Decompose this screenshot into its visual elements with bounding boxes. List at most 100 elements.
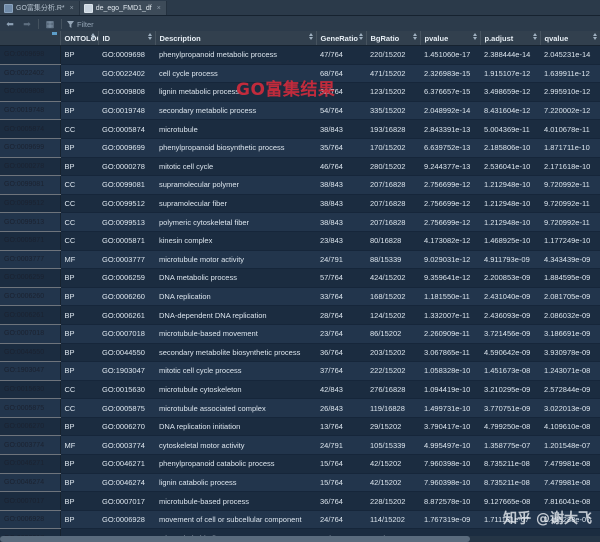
cell-bgratio: 80/16828 [366,231,420,251]
column-header-pvalue[interactable]: pvalue [420,31,481,46]
column-header-id[interactable]: ID [98,31,156,46]
table-row[interactable]: GO:0022402 BP GO:0022402 cell cycle process… [0,64,600,84]
sort-arrows-icon[interactable] [147,33,152,40]
cell-pvalue: 6.376657e-15 [420,82,480,102]
table-row[interactable]: GO:0015630 CC GO:0015630 microtubule cytosk… [0,380,600,400]
row-name-cell: GO:0005875 [0,398,61,418]
tab-de-ego-fmd1-df[interactable]: de_ego_FMD1_df × [79,1,167,15]
column-header-label: p.adjust [484,33,514,43]
sort-arrows-icon[interactable] [592,33,597,40]
table-row[interactable]: GO:0006261 BP GO:0006261 DNA-dependent DNA … [0,305,600,325]
close-icon[interactable]: × [69,4,74,12]
cell-generatio: 46/764 [316,157,366,177]
filter-label: Filter [77,19,94,29]
arrow-left-icon[interactable]: ⬅ [6,18,14,29]
table-row[interactable]: GO:0046271 BP GO:0046271 phenylpropanoid ca… [0,454,600,474]
cell-ontology: CC [60,398,98,418]
cell-pvalue: 7.960398e-10 [420,454,480,474]
close-icon[interactable]: × [156,4,161,12]
column-header-generatio[interactable]: GeneRatio [316,31,367,46]
row-name-cell: GO:0005871 [0,231,61,251]
column-header-rownames[interactable] [0,31,61,46]
cell-qvalue: 1.871711e-10 [540,138,600,158]
cell-ontology: BP [60,287,98,307]
table-row[interactable]: GO:0005871 CC GO:0005871 kinesin complex 23/… [0,231,600,251]
toolbar-separator [61,19,62,29]
horizontal-scrollbar[interactable] [0,536,600,542]
column-header-description[interactable]: Description [155,31,317,46]
table-row[interactable]: GO:0009699 BP GO:0009699 phenylpropanoid bi… [0,138,600,158]
arrow-right-icon[interactable]: ➡ [23,18,31,29]
column-resize-handle[interactable] [51,32,57,35]
row-name-cell: GO:0022402 [0,64,61,84]
table-export-icon[interactable]: ▦ [45,18,55,29]
cell-generatio: 13/764 [316,417,366,437]
cell-pvalue: 1.499731e-10 [420,398,480,418]
sort-arrows-icon[interactable] [358,33,363,40]
cell-id: GO:0044550 [98,343,155,363]
cell-id: GO:0008017 [98,528,155,536]
cell-pvalue: 2.326983e-15 [420,64,480,84]
table-row[interactable]: GO:0005875 CC GO:0005875 microtubule associ… [0,398,600,418]
table-row[interactable]: GO:0006259 BP GO:0006259 DNA metabolic proc… [0,268,600,288]
cell-bgratio: 86/15202 [366,324,420,344]
sort-arrows-icon[interactable] [308,33,313,40]
cell-description: supramolecular polymer [155,175,316,195]
cell-qvalue: 1.639911e-12 [540,64,600,84]
cell-ontology: BP [60,454,98,474]
cell-pvalue: 2.756699e-12 [420,194,480,214]
data-table-scroll-region[interactable]: ONTOLOGY ID Description GeneRatio BgRatio pva… [0,31,600,536]
filter-button[interactable]: Filter [67,20,94,29]
sort-arrows-icon[interactable] [412,33,417,40]
sort-arrows-icon[interactable] [472,33,477,40]
table-row[interactable]: GO:0005874 CC GO:0005874 microtubule 38/843 1… [0,119,600,139]
table-row[interactable]: GO:0019748 BP GO:0019748 secondary metaboli… [0,101,600,121]
cell-description: microtubule associated complex [155,398,316,418]
table-row[interactable]: GO:0099081 CC GO:0099081 supramolecular pol… [0,175,600,195]
table-row[interactable]: GO:0006270 BP GO:0006270 DNA replication in… [0,417,600,437]
table-row[interactable]: GO:0003774 MF GO:0003774 cytoskeletal motor… [0,435,600,456]
table-row[interactable]: GO:0009808 BP GO:0009808 lignin metabolic p… [0,82,600,102]
sort-arrows-icon[interactable] [90,33,95,40]
row-name-cell: GO:0003774 [0,435,61,456]
table-row[interactable]: GO:0007018 BP GO:0007018 microtubule-based … [0,324,600,344]
cell-bgratio: 471/15202 [366,64,420,84]
cell-generatio: 68/764 [316,64,366,84]
table-row[interactable]: GO:1903047 BP GO:1903047 mitotic cell cycle… [0,361,600,381]
cell-bgratio: 222/15202 [366,361,420,381]
cell-pvalue: 9.244377e-13 [420,157,480,177]
cell-ontology: CC [60,231,98,251]
tab-go-script[interactable]: GO富集分析.R* × [0,1,80,15]
cell-ontology: BP [60,361,98,381]
cell-p-adjust: 3.770751e-09 [480,398,540,418]
column-header-ontology[interactable]: ONTOLOGY [60,31,99,46]
cell-bgratio: 207/16828 [366,175,420,195]
cell-qvalue: 2.086032e-09 [540,305,600,325]
table-row[interactable]: GO:0099512 CC GO:0099512 supramolecular fib… [0,194,600,214]
cell-bgratio: 119/16828 [366,398,420,418]
cell-generatio: 38/843 [316,175,366,195]
table-row[interactable]: GO:0006928 BP GO:0006928 movement of cell o… [0,510,600,530]
sort-arrows-icon[interactable] [532,33,537,40]
cell-id: GO:0005875 [98,398,155,418]
cell-p-adjust: 1.212948e-10 [480,194,540,214]
column-header-p-adjust[interactable]: p.adjust [480,31,541,46]
table-row[interactable]: GO:0007017 BP GO:0007017 microtubule-based … [0,491,600,511]
cell-p-adjust: 3.721456e-09 [480,324,540,344]
table-row[interactable]: GO:0000278 BP GO:0000278 mitotic cell cycle… [0,157,600,177]
cell-id: GO:0009698 [98,45,155,65]
table-row[interactable]: GO:0009698 BP GO:0009698 phenylpropanoid me… [0,45,600,65]
table-row[interactable]: GO:0044550 BP GO:0044550 secondary metaboli… [0,343,600,363]
cell-generatio: 36/764 [316,491,366,511]
scrollbar-thumb[interactable] [0,536,470,542]
table-row[interactable]: GO:0003777 MF GO:0003777 microtubule motor … [0,250,600,270]
cell-generatio: 15/764 [316,454,366,474]
column-header-bgratio[interactable]: BgRatio [366,31,421,46]
table-row[interactable]: GO:0046274 BP GO:0046274 lignin catabolic p… [0,473,600,493]
column-header-qvalue[interactable]: qvalue [540,31,600,46]
cell-p-adjust: 1.711181e-07 [480,510,540,530]
table-row[interactable]: GO:0099513 CC GO:0099513 polymeric cytoskel… [0,212,600,232]
table-row[interactable]: GO:0006260 BP GO:0006260 DNA replication 33/… [0,287,600,307]
cell-description: mitotic cell cycle [155,157,316,177]
table-row[interactable]: GO:0008017MFGO:0008017microtubule bindin… [0,528,600,536]
